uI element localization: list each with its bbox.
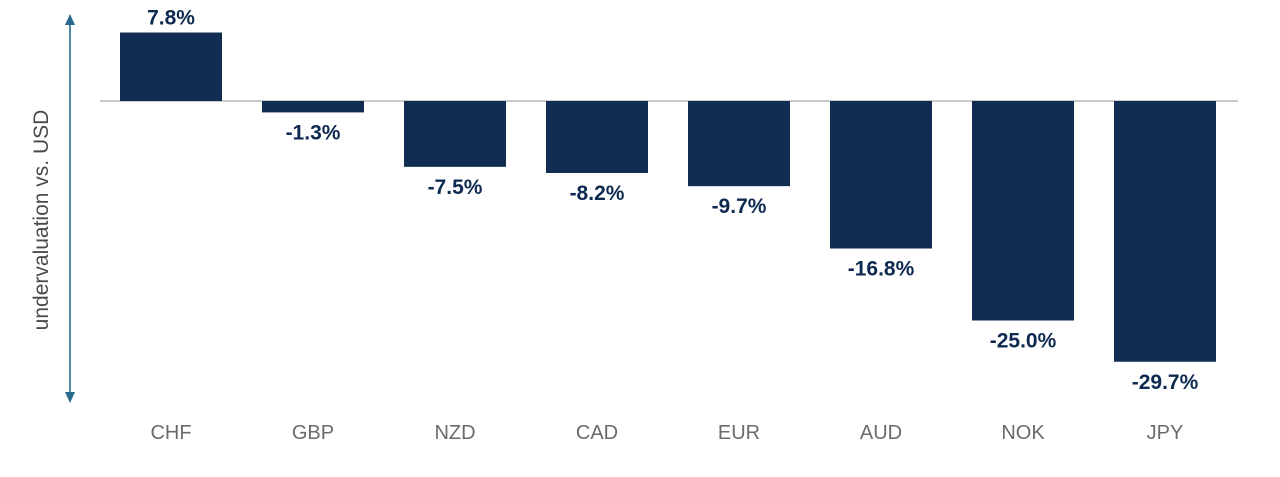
bars-group (120, 32, 1216, 362)
value-label-jpy: -29.7% (1132, 371, 1199, 394)
category-label-jpy: JPY (1147, 422, 1184, 444)
category-label-aud: AUD (860, 422, 902, 444)
value-label-nok: -25.0% (990, 330, 1057, 353)
category-label-gbp: GBP (292, 422, 334, 444)
bar-nzd (404, 101, 506, 167)
arrow-up-icon (65, 14, 75, 25)
bar-eur (688, 101, 790, 187)
bar-jpy (1114, 101, 1216, 362)
value-label-gbp: -1.3% (286, 121, 341, 144)
value-label-chf: 7.8% (147, 7, 195, 30)
bar-chf (120, 32, 222, 101)
category-label-nok: NOK (1001, 422, 1045, 444)
bar-gbp (262, 101, 364, 113)
bar-aud (830, 101, 932, 249)
value-label-cad: -8.2% (570, 182, 625, 205)
bar-nok (972, 101, 1074, 321)
value-label-eur: -9.7% (712, 195, 767, 218)
value-labels-group: 7.8% -1.3% -7.5% -8.2% -9.7% -16.8% -25.0% -29.… (147, 7, 1199, 394)
value-label-nzd: -7.5% (428, 176, 483, 199)
category-label-nzd: NZD (434, 422, 475, 444)
value-label-aud: -16.8% (848, 258, 915, 281)
category-label-chf: CHF (150, 422, 191, 444)
y-axis-label: undervaluation vs. USD (30, 110, 53, 331)
arrow-down-icon (65, 392, 75, 403)
category-labels-group: CHF GBP NZD CAD EUR AUD NOK JPY (150, 422, 1183, 444)
category-label-cad: CAD (576, 422, 618, 444)
bar-cad (546, 101, 648, 173)
category-label-eur: EUR (718, 422, 760, 444)
